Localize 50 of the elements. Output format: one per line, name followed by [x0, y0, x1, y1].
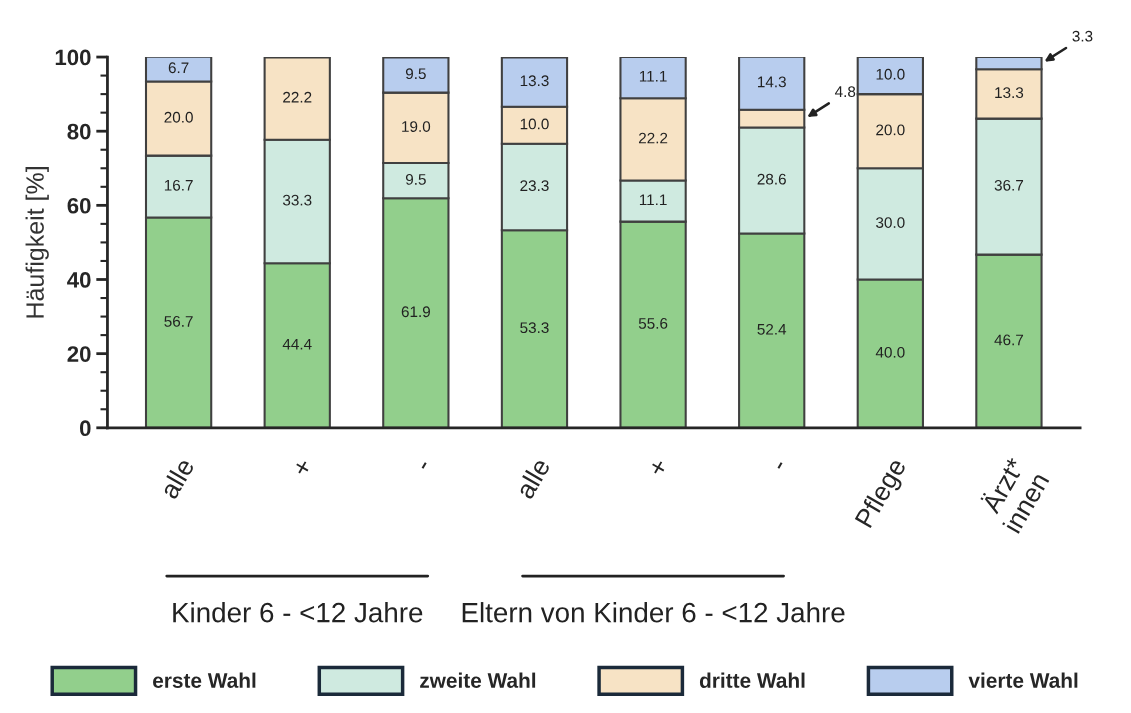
data-label: 14.3	[758, 76, 786, 88]
data-label: 36.7	[994, 179, 1024, 191]
data-label: 6.7	[168, 62, 189, 74]
y-tick-label: 80	[67, 123, 91, 140]
x-tick-label: +	[649, 458, 667, 477]
data-label: 4.8	[834, 86, 856, 98]
legend-label: zweite Wahl	[420, 672, 536, 688]
data-label: 61.9	[401, 306, 430, 318]
legend-label: erste Wahl	[153, 672, 256, 688]
text: Eltern von Kinder 6 - <12 Jahre	[462, 602, 845, 623]
data-label: 20.0	[876, 124, 905, 136]
data-label: 20.0	[164, 111, 193, 123]
y-tick-label: 100	[55, 49, 91, 66]
data-label: 9.5	[405, 68, 426, 80]
x-tick-label: alle	[158, 456, 195, 500]
data-label: 44.4	[282, 338, 312, 350]
data-label: 11.1	[639, 71, 667, 82]
data-label: 46.7	[994, 334, 1024, 346]
x-tick-label: -	[777, 462, 783, 469]
x-tick-label: +	[293, 458, 312, 477]
legend-label: vierte Wahl	[968, 672, 1078, 688]
data-label: 30.0	[876, 217, 905, 228]
data-label: 13.3	[995, 87, 1024, 99]
legend-label: dritte Wahl	[699, 672, 805, 688]
data-label: 9.5	[405, 173, 426, 185]
data-label: 55.6	[638, 318, 668, 329]
data-label: 28.6	[757, 173, 786, 185]
data-label: 10.0	[520, 118, 549, 130]
data-label: 23.3	[520, 180, 549, 192]
data-label: 56.7	[164, 315, 193, 327]
data-label: 3.3	[1072, 30, 1093, 42]
x-tick-label: -	[421, 462, 427, 469]
data-label: 13.3	[520, 75, 549, 87]
text: Kinder 6 - <12 Jahre	[173, 602, 423, 623]
data-label: 11.1	[639, 194, 667, 206]
data-label: 53.3	[520, 322, 549, 334]
data-label: 16.7	[164, 179, 193, 191]
data-label: 33.3	[282, 194, 312, 206]
y-tick-label: 0	[79, 420, 91, 437]
data-label: 40.0	[875, 346, 905, 358]
y-tick-label: 20	[67, 346, 91, 362]
data-label: 19.0	[402, 121, 431, 132]
y-axis-title: Häufigkeit [%]	[25, 167, 49, 318]
data-label: 52.4	[757, 323, 787, 335]
data-label: 10.0	[876, 68, 905, 80]
y-tick-label: 60	[67, 197, 91, 214]
x-tick-label: alle	[514, 456, 551, 500]
data-label: 22.2	[283, 91, 312, 103]
y-tick-label: 40	[67, 272, 91, 288]
data-label: 22.2	[638, 132, 668, 144]
